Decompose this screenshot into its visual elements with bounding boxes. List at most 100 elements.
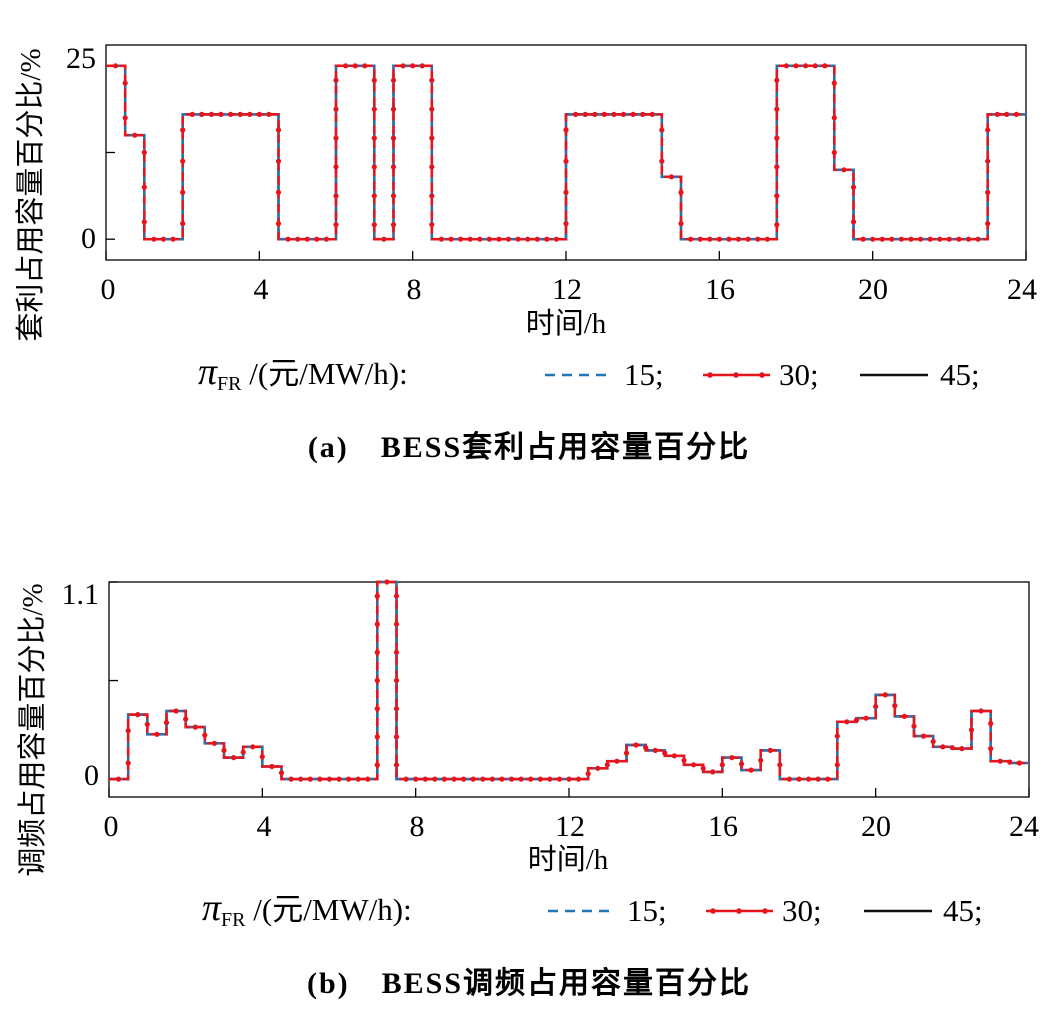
series-marker-30 [499, 776, 505, 782]
series-marker-30 [921, 733, 927, 739]
series-marker-30 [774, 77, 780, 83]
series-marker-30 [937, 236, 943, 242]
series-marker-30 [985, 127, 991, 133]
series-marker-30 [141, 219, 147, 225]
series-marker-30 [968, 727, 975, 733]
series-marker-30 [786, 776, 793, 782]
series-marker-30 [429, 135, 435, 141]
series-line-30 [109, 580, 1029, 781]
x-tick-label: 4 [254, 273, 269, 306]
series-marker-30 [882, 692, 888, 698]
series-marker-30 [716, 236, 722, 242]
series-marker-30 [374, 734, 380, 740]
series-marker-30 [573, 111, 579, 117]
series-marker-30 [556, 776, 563, 782]
series-marker-30 [764, 236, 770, 242]
series-marker-30 [154, 731, 160, 737]
x-tick-label: 12 [555, 810, 585, 843]
series-marker-30 [975, 236, 981, 242]
legend-marker-30 [759, 372, 765, 378]
series-marker-30 [643, 745, 649, 751]
panel-b: 0 1.1 0 4 8 12 16 20 24 时间/h 调频占用容量百分比/%… [16, 578, 1039, 1000]
series-marker-30 [726, 236, 732, 242]
series-marker-30 [815, 776, 821, 782]
series-marker-30 [537, 776, 543, 782]
legend-entry-45: 45; [940, 357, 980, 392]
series-marker-30 [371, 164, 377, 170]
series-marker-30 [441, 776, 447, 782]
series-marker-30 [528, 776, 534, 782]
series-marker-30 [985, 221, 991, 227]
series-marker-30 [371, 222, 377, 228]
series-marker-30 [362, 63, 368, 69]
series-marker-30 [601, 111, 607, 117]
series-marker-30 [681, 757, 687, 763]
series-marker-30 [304, 236, 310, 242]
legend: πFR /(元/MW/h): 15; 30; 45; [202, 887, 983, 931]
series-marker-30 [211, 740, 217, 746]
series-marker-30 [141, 184, 147, 190]
legend-entry-15: 15; [627, 893, 667, 928]
series-marker-30 [173, 708, 179, 714]
series-marker-30 [620, 111, 627, 117]
series-marker-30 [336, 776, 342, 782]
series-marker-30 [429, 164, 435, 170]
series-marker-30 [192, 724, 198, 730]
series-marker-30 [458, 236, 464, 242]
series-marker-30 [1004, 111, 1010, 117]
x-tick-label: 8 [410, 810, 425, 843]
series-marker-30 [525, 236, 531, 242]
series-marker-30 [949, 745, 955, 751]
legend-subscript: FR [221, 909, 246, 931]
series-marker-30 [266, 111, 272, 117]
series-marker-30 [688, 236, 694, 242]
x-tick-labels: 0 4 8 12 16 20 24 [101, 273, 1038, 306]
series-marker-30 [432, 776, 438, 782]
legend-entry-15: 15; [624, 357, 664, 392]
legend-subscript: FR [217, 373, 242, 395]
series-marker-30 [614, 758, 620, 764]
series-marker-30 [825, 776, 831, 782]
x-tick-label: 8 [407, 273, 422, 306]
series-marker-30 [834, 762, 840, 768]
series-marker-30 [831, 149, 837, 156]
x-ticks [105, 251, 1027, 260]
series-marker-30 [144, 721, 150, 728]
series-marker-30 [390, 77, 397, 83]
series-marker-30 [659, 158, 665, 164]
series-marker-30 [853, 717, 860, 723]
series-marker-30 [515, 236, 521, 242]
series-marker-30 [180, 158, 186, 164]
y-tick-label-0: 0 [84, 759, 99, 792]
series-marker-30 [202, 732, 208, 738]
axes-box [108, 581, 1030, 798]
series-marker-30 [956, 236, 962, 242]
series-marker-30 [374, 593, 380, 599]
series-marker-30 [994, 111, 1000, 117]
series-marker-30 [633, 742, 639, 748]
series-marker-30 [755, 236, 761, 242]
series-marker-30 [275, 127, 282, 133]
series-marker-30 [927, 236, 933, 242]
series-marker-30 [400, 63, 406, 69]
series-marker-30 [911, 723, 917, 729]
series-marker-30 [151, 236, 157, 242]
series-marker-30 [371, 106, 377, 112]
series-marker-30 [671, 753, 678, 759]
series-marker-30 [199, 111, 205, 117]
series-marker-30 [611, 111, 617, 117]
series-marker-30 [486, 236, 492, 242]
series-marker-30 [180, 189, 186, 195]
x-tick-label: 24 [1009, 810, 1039, 843]
panel-a: 0 25 0 4 8 12 16 20 24 时间/h 套利占用容量百分比/% … [14, 42, 1037, 464]
legend: πFR /(元/MW/h): 15; 30; 45; [198, 351, 980, 395]
series-marker-30 [422, 776, 428, 782]
series-marker-30 [831, 115, 837, 121]
series-marker-30 [333, 77, 339, 83]
series-marker-30 [796, 776, 802, 782]
series-marker-30 [901, 713, 908, 720]
y-axis-title: 套利占用容量百分比/% [14, 48, 47, 341]
series-marker-30 [930, 738, 936, 745]
series-marker-30 [563, 158, 569, 164]
series-marker-30 [381, 236, 387, 242]
